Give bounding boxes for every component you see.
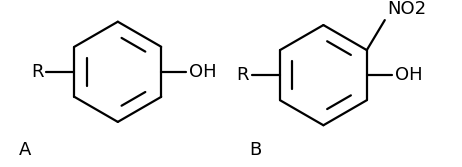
- Text: B: B: [249, 141, 262, 159]
- Text: A: A: [18, 141, 31, 159]
- Text: R: R: [237, 66, 249, 84]
- Text: R: R: [31, 63, 43, 81]
- Text: NO2: NO2: [387, 0, 426, 18]
- Text: OH: OH: [395, 66, 422, 84]
- Text: OH: OH: [189, 63, 217, 81]
